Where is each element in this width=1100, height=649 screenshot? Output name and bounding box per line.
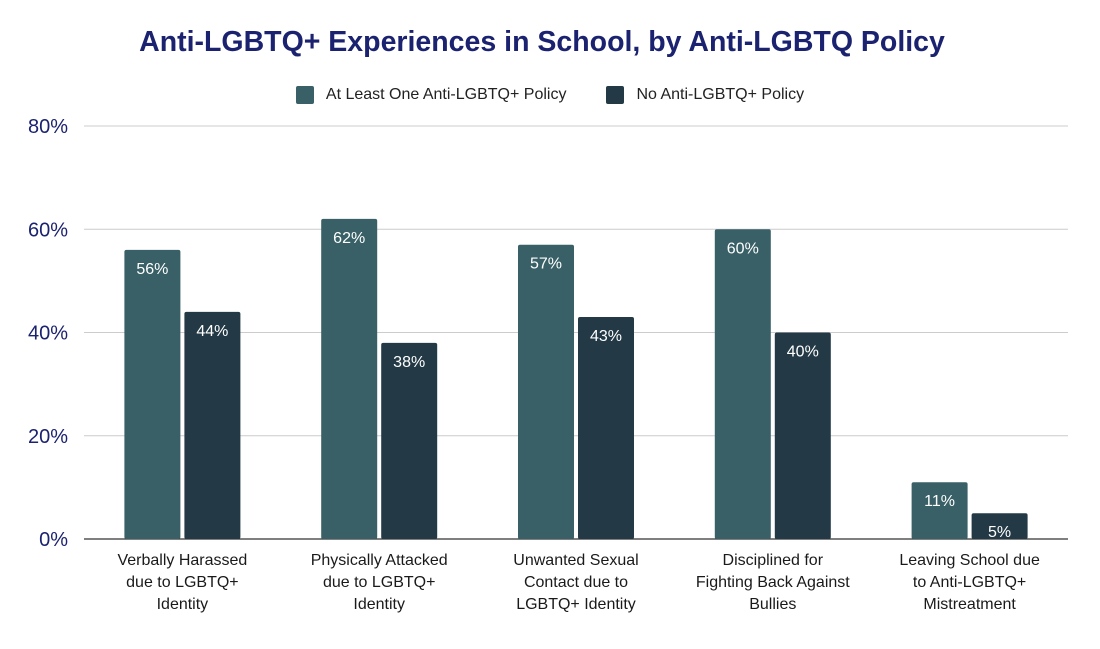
legend: At Least One Anti-LGBTQ+ Policy No Anti-…	[0, 86, 1100, 104]
bar-no-policy	[381, 342, 438, 539]
bar-no-policy	[184, 311, 241, 539]
data-label: 43%	[590, 328, 622, 345]
category-label: Physically Attacked due to LGBTQ+ Identity	[311, 552, 448, 613]
chart-title: Anti-LGBTQ+ Experiences in School, by An…	[139, 26, 945, 58]
data-label: 11%	[924, 493, 955, 510]
category-label-line: due to LGBTQ+	[323, 574, 436, 591]
data-label: 56%	[136, 261, 168, 278]
y-tick-label: 40%	[28, 323, 68, 345]
data-label: 62%	[333, 230, 365, 247]
legend-item-no-policy: No Anti-LGBTQ+ Policy	[606, 86, 804, 104]
category-label-line: LGBTQ+ Identity	[516, 596, 636, 613]
category-label-line: Physically Attacked	[311, 552, 448, 569]
y-tick-label: 20%	[28, 426, 68, 448]
data-label: 38%	[393, 354, 425, 371]
category-label-line: due to LGBTQ+	[126, 574, 239, 591]
legend-item-policy: At Least One Anti-LGBTQ+ Policy	[295, 86, 567, 104]
y-tick-label: 0%	[39, 529, 68, 551]
category-label: Disciplined for Fighting Back Against Bull…	[696, 552, 850, 613]
category-label-line: Contact due to	[524, 574, 628, 591]
category-label-line: Mistreatment	[923, 596, 1016, 613]
category-label-line: Fighting Back Against	[696, 574, 850, 591]
category-label-line: Unwanted Sexual	[513, 552, 638, 569]
bar-no-policy	[971, 513, 1028, 539]
legend-label-policy: At Least One Anti-LGBTQ+ Policy	[325, 86, 567, 103]
category-label-line: to Anti-LGBTQ+	[913, 574, 1026, 591]
bar-policy	[321, 218, 378, 540]
legend-swatch-no-policy	[606, 86, 625, 104]
data-label: 44%	[196, 323, 228, 340]
category-label: Verbally Harassed due to LGBTQ+ Identity	[117, 552, 247, 613]
bar-policy	[124, 249, 181, 539]
bar-policy	[518, 244, 574, 540]
category-label-line: Disciplined for	[723, 552, 824, 569]
data-label: 57%	[530, 256, 562, 273]
y-tick-label: 60%	[28, 219, 68, 241]
category-label-line: Verbally Harassed	[117, 552, 247, 569]
bar-policy	[911, 482, 968, 539]
category-label-line: Identity	[353, 596, 405, 613]
legend-swatch-policy	[295, 86, 314, 104]
bar-no-policy	[774, 332, 831, 539]
category-label: Unwanted Sexual Contact due to LGBTQ+ Iden…	[513, 552, 638, 613]
bar-policy	[714, 229, 771, 539]
data-label: 5%	[988, 524, 1011, 541]
data-label: 40%	[787, 344, 819, 361]
category-label-line: Identity	[157, 596, 209, 613]
category-label: Leaving School due to Anti-LGBTQ+ Mistreat…	[899, 552, 1040, 613]
y-tick-label: 80%	[28, 116, 68, 138]
category-label-line: Leaving School due	[899, 552, 1040, 569]
legend-label-no-policy: No Anti-LGBTQ+ Policy	[636, 86, 805, 103]
bar-no-policy	[578, 317, 634, 539]
data-label: 60%	[727, 240, 759, 257]
category-label-line: Bullies	[749, 596, 796, 613]
